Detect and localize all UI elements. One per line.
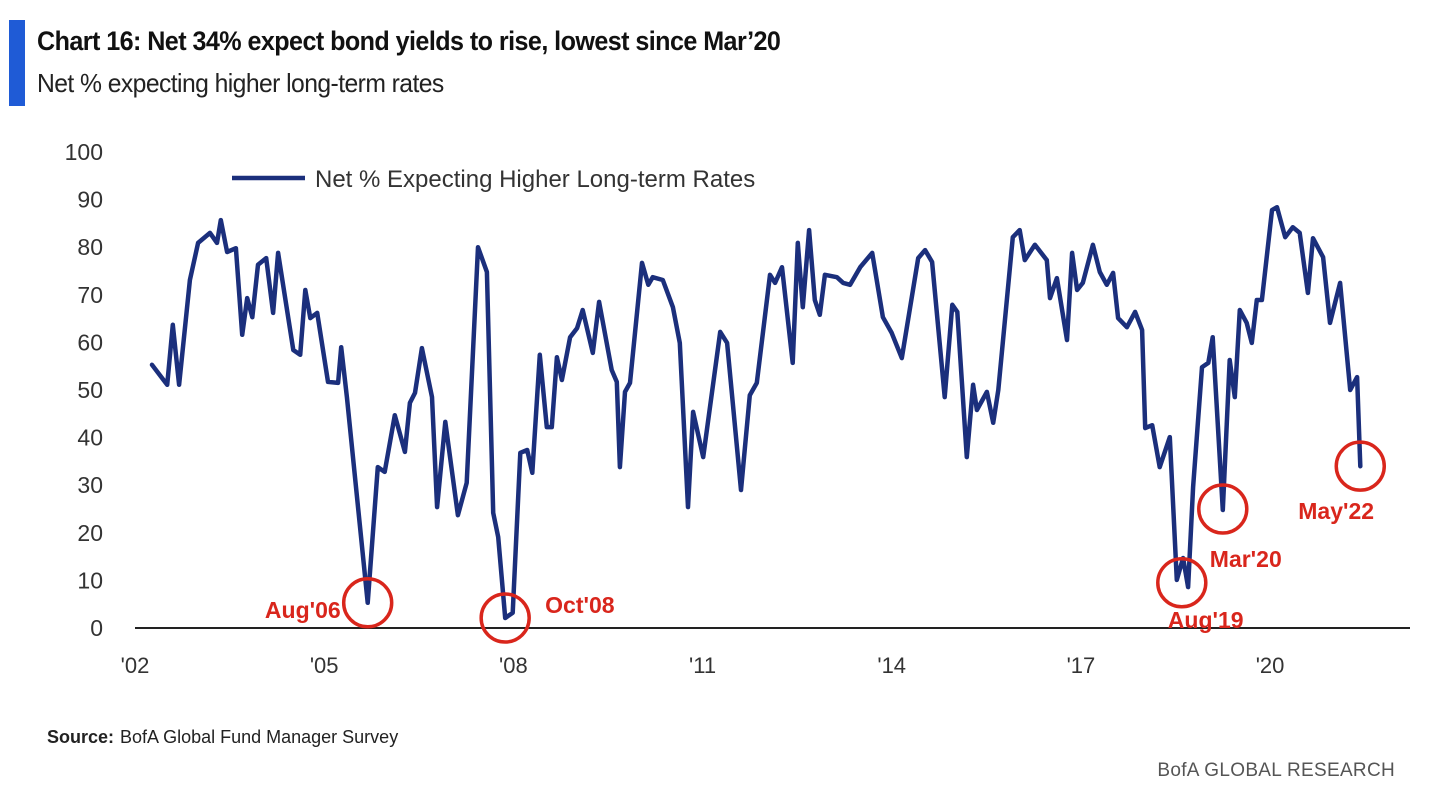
annotation-label: Aug'06 — [265, 597, 341, 623]
y-tick-label: 20 — [77, 520, 103, 546]
y-tick-label: 80 — [77, 234, 103, 260]
x-tick-label: '17 — [1067, 653, 1096, 678]
chart-subtitle: Net % expecting higher long-term rates — [37, 68, 444, 98]
y-tick-label: 10 — [77, 567, 103, 593]
source-text: BofA Global Fund Manager Survey — [120, 727, 399, 747]
annotation-circle — [479, 592, 531, 644]
y-tick-label: 40 — [77, 425, 103, 451]
title-accent-bar — [9, 20, 25, 106]
x-tick-label: '20 — [1256, 653, 1285, 678]
x-tick-label: '11 — [689, 653, 716, 678]
annotation-circle — [341, 577, 394, 629]
source-note: Source: BofA Global Fund Manager Survey — [47, 727, 398, 748]
y-tick-label: 100 — [65, 139, 103, 165]
annotation-circle — [1334, 440, 1387, 492]
source-label: Source: — [47, 727, 115, 747]
annotation-label: Mar'20 — [1210, 546, 1282, 572]
x-tick-label: '08 — [499, 653, 528, 678]
y-tick-label: 0 — [90, 615, 103, 641]
chart-title: Chart 16: Net 34% expect bond yields to … — [37, 26, 781, 56]
x-tick-label: '02 — [121, 653, 150, 678]
annotation-label: Aug'19 — [1168, 607, 1244, 633]
y-tick-label: 30 — [77, 472, 103, 498]
series-line — [149, 204, 1363, 621]
annotation-circle — [1197, 483, 1249, 535]
annotation-label: Oct'08 — [545, 592, 615, 618]
y-tick-label: 90 — [77, 187, 103, 213]
annotation-circle — [1156, 557, 1208, 609]
brand-footer: BofA GLOBAL RESEARCH — [1157, 760, 1395, 781]
annotation-label: May'22 — [1298, 498, 1374, 524]
legend-label: Net % Expecting Higher Long-term Rates — [315, 166, 755, 193]
x-tick-label: '14 — [877, 653, 906, 678]
y-tick-label: 70 — [77, 282, 103, 308]
y-tick-label: 60 — [77, 329, 103, 355]
y-tick-label: 50 — [77, 377, 103, 403]
x-tick-label: '05 — [310, 653, 339, 678]
